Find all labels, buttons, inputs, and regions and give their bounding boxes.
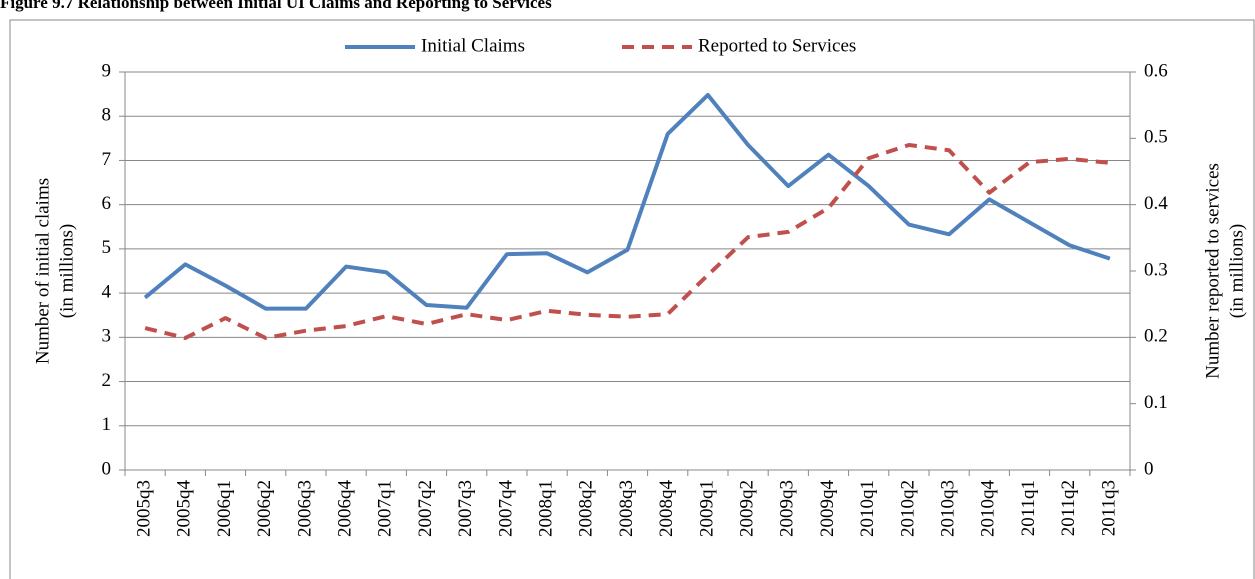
y-tick-label: 9 bbox=[102, 60, 112, 81]
y2-tick-label: 0.2 bbox=[1144, 326, 1168, 347]
y-tick-label: 5 bbox=[102, 237, 112, 258]
x-tick-label: 2005q3 bbox=[133, 480, 154, 537]
y-tick-label: 2 bbox=[102, 370, 112, 391]
x-tick-label: 2006q1 bbox=[214, 480, 235, 537]
x-tick-label: 2008q4 bbox=[656, 480, 677, 538]
x-tick-label: 2011q2 bbox=[1058, 480, 1079, 536]
x-tick-label: 2008q1 bbox=[535, 480, 556, 537]
y-tick-label: 7 bbox=[102, 149, 112, 170]
x-tick-label: 2007q2 bbox=[415, 480, 436, 537]
x-tick-label: 2011q1 bbox=[1018, 480, 1039, 536]
x-tick-label: 2007q4 bbox=[495, 480, 516, 538]
y2-tick-label: 0 bbox=[1144, 458, 1154, 479]
y-tick-label: 0 bbox=[102, 458, 112, 479]
x-tick-label: 2010q3 bbox=[937, 480, 958, 537]
chart-border bbox=[9, 19, 1255, 579]
x-tick-label: 2009q1 bbox=[696, 480, 717, 537]
x-tick-label: 2008q2 bbox=[576, 480, 597, 537]
y-axis-title: Number of initial claims bbox=[32, 178, 53, 364]
x-tick-label: 2007q1 bbox=[375, 480, 396, 537]
y2-tick-label: 0.6 bbox=[1144, 60, 1168, 81]
x-tick-label: 2009q2 bbox=[736, 480, 757, 537]
x-tick-label: 2010q2 bbox=[897, 480, 918, 537]
x-tick-label: 2006q3 bbox=[294, 480, 315, 537]
legend-label: Initial Claims bbox=[421, 35, 525, 56]
y2-axis-title: Number reported to services bbox=[1202, 163, 1223, 379]
x-tick-label: 2010q4 bbox=[978, 480, 999, 538]
x-tick-label: 2006q4 bbox=[334, 480, 355, 538]
y-tick-label: 8 bbox=[102, 105, 112, 126]
x-tick-label: 2007q3 bbox=[455, 480, 476, 537]
x-tick-label: 2010q1 bbox=[857, 480, 878, 537]
chart-title: Figure 9.7 Relationship between Initial … bbox=[0, 0, 552, 12]
legend-label: Reported to Services bbox=[698, 35, 856, 56]
x-tick-label: 2009q3 bbox=[777, 480, 798, 537]
series-line bbox=[143, 92, 1111, 311]
y-tick-label: 6 bbox=[102, 193, 112, 214]
y-tick-label: 1 bbox=[102, 414, 112, 435]
x-tick-label: 2006q2 bbox=[254, 480, 275, 537]
y2-tick-label: 0.3 bbox=[1144, 259, 1168, 280]
x-tick-label: 2009q4 bbox=[817, 480, 838, 538]
x-tick-label: 2005q4 bbox=[174, 480, 195, 538]
y-tick-label: 3 bbox=[102, 326, 112, 347]
x-tick-label: 2008q3 bbox=[616, 480, 637, 537]
y-tick-label: 4 bbox=[102, 281, 112, 302]
series-line bbox=[144, 142, 1111, 340]
y2-tick-label: 0.1 bbox=[1144, 392, 1168, 413]
y2-tick-label: 0.5 bbox=[1144, 127, 1168, 148]
y-axis-title: (in millions) bbox=[56, 224, 77, 318]
x-tick-label: 2011q3 bbox=[1098, 480, 1119, 536]
y2-axis-title: (in millions) bbox=[1226, 224, 1247, 318]
y2-tick-label: 0.4 bbox=[1144, 193, 1168, 214]
